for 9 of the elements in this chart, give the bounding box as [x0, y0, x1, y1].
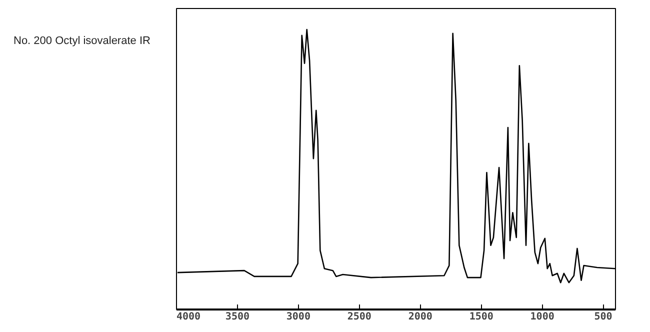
text: No. 200 Octyl isovalerate IR	[14, 35, 151, 48]
x-tick-label: 3500	[225, 312, 250, 322]
x-tick-label: 2500	[347, 312, 372, 322]
x-tick-label: 1500	[469, 312, 494, 322]
x-tick-label: 1000	[530, 312, 554, 322]
x-tick-label: 3000	[286, 312, 310, 322]
x-tick-label: 2000	[408, 312, 432, 322]
x-tick-label: 4000	[176, 312, 201, 322]
x-tick-label: 500	[594, 312, 612, 322]
